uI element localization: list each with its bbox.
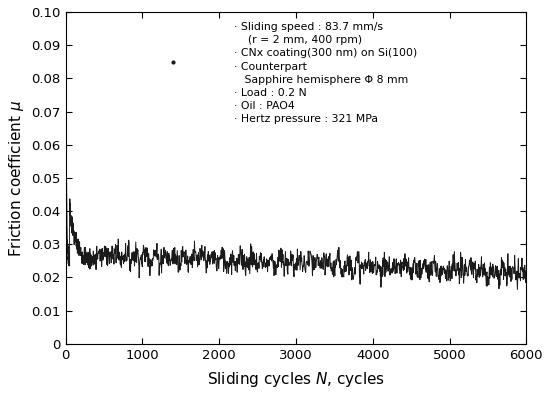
Text: · Sliding speed : 83.7 mm/s
    (r = 2 mm, 400 rpm)
· CNx coating(300 nm) on Si(: · Sliding speed : 83.7 mm/s (r = 2 mm, 4… (234, 22, 417, 124)
X-axis label: Sliding cycles $N$, cycles: Sliding cycles $N$, cycles (207, 370, 385, 389)
Y-axis label: Friction coefficient $\mu$: Friction coefficient $\mu$ (7, 99, 26, 257)
